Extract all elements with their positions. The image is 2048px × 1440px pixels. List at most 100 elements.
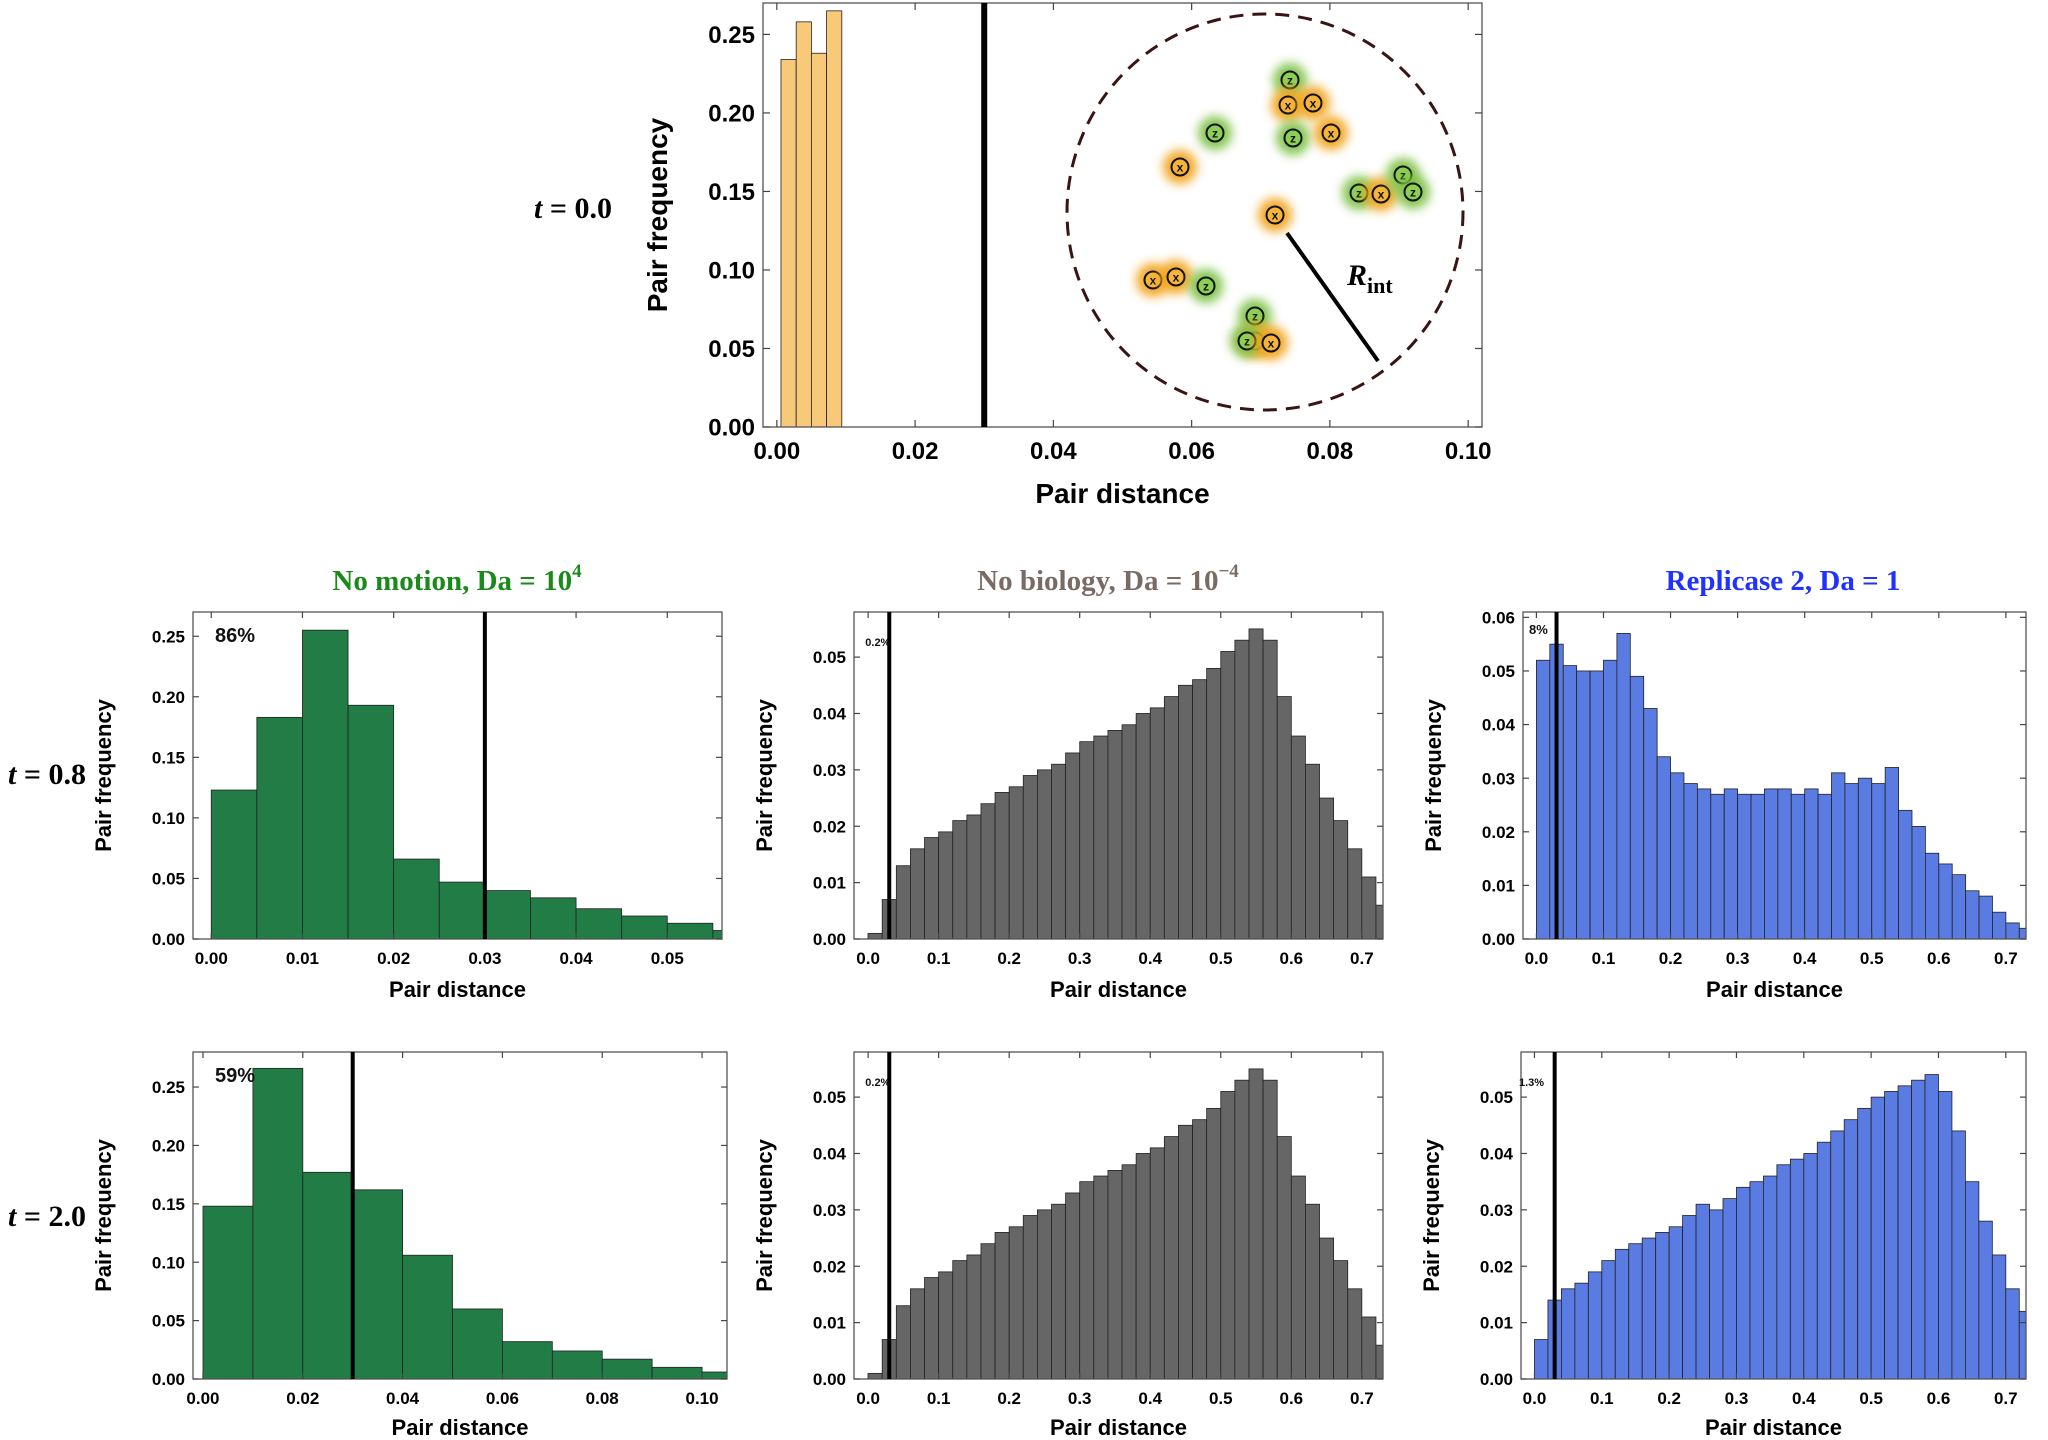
row-label-t20: t = 2.0 [8,1200,86,1233]
bar-r1c2-34 [1347,848,1363,940]
chart-top: 0.00 0.02 0.04 0.06 0.08 0.10 0.00 0.05 0.10 0.15… [642,2,1492,509]
bar-r1c1-11 [712,930,723,940]
bar-r2c2-16 [1093,1175,1109,1380]
xtick-label-r2c2-1: 0.1 [927,1389,951,1408]
plot-frame-r2c1 [192,1051,728,1380]
bar-r1c3-2 [1562,665,1578,940]
xtick-label-r1c2-3: 0.3 [1068,949,1092,968]
xtick-label-r1c3-0: 0.0 [1525,949,1549,968]
bar-r2c3-35 [2005,1288,2020,1380]
z-particle-5: z [1276,121,1310,155]
x-axis-label-r2c1: Pair distance [392,1415,529,1440]
bar-r1c3-14 [1723,788,1739,940]
percent-annotation-r2c1: 59% [215,1065,255,1087]
column-title-no-motion: No motion, Da = 104 [332,561,582,597]
row-label-t0: t = 0.0 [534,192,612,225]
ytick-label-r1c3-0: 0.00 [1482,930,1515,949]
z-particle-0: z [1198,116,1232,150]
x-particle-18: x [1254,326,1288,360]
bar-r1c3-9 [1656,756,1671,940]
particle-label-5: z [1290,132,1296,146]
bar-r2c1-7 [551,1350,603,1380]
ytick-label-r2c1-3: 0.15 [152,1195,185,1214]
particle-label-11: x [1272,209,1279,223]
plot-frame-r2c3 [1520,1051,2027,1380]
percent-annotation-r2c2: 0.2% [865,1077,890,1089]
ytick-label-r1c1-1: 0.05 [152,870,185,889]
xtick-label-r1c3-1: 0.1 [1592,949,1616,968]
bar-r2c2-14 [1065,1192,1081,1380]
bar-r1c2-16 [1093,735,1109,940]
bar-r1c1-10 [666,922,714,940]
bar-r2c3-32 [1965,1181,1980,1380]
bar-r2c3-36 [2018,1310,2027,1380]
ytick-label-r1c2-5: 0.05 [813,648,846,667]
particle-label-3: x [1285,99,1292,113]
x-particle-6: x [1314,116,1348,150]
bar-r1c1-1 [256,716,303,940]
bar-r2c3-26 [1884,1091,1899,1380]
xtick-label-r1c1-2: 0.02 [377,949,410,968]
xtick-label-top-1: 0.02 [892,438,939,465]
xtick-label-r1c1-3: 0.03 [468,949,501,968]
bar-r1c3-7 [1629,675,1645,940]
bar-r1c2-22 [1178,684,1193,940]
bar-r2c3-28 [1911,1079,1926,1380]
bar-r1c3-25 [1871,783,1886,940]
bar-r1c2-9 [994,792,1010,940]
plot-frame-r1c3 [1522,611,2027,940]
bar-r1c3-22 [1831,772,1846,940]
bar-r2c1-1 [252,1067,304,1380]
bar-r1c3-19 [1790,793,1806,940]
bar-r1c2-21 [1163,696,1179,940]
bar-r1c2-10 [1008,786,1024,940]
bar-r2c1-9 [651,1366,703,1380]
ytick-label-r1c3-2: 0.02 [1482,823,1515,842]
plot-frame-top [762,2,1483,428]
bar-top-1 [795,21,812,428]
bar-r1c3-23 [1844,783,1859,940]
bar-r2c1-2 [302,1171,354,1380]
ytick-label-r2c3-0: 0.00 [1480,1370,1513,1389]
bar-top-2 [810,52,828,428]
x-axis-label-r2c3: Pair distance [1705,1415,1842,1440]
bar-r2c1-3 [352,1189,404,1380]
xtick-label-r1c2-2: 0.2 [997,949,1021,968]
ytick-label-r2c3-4: 0.04 [1480,1145,1514,1164]
interaction-radius-circle [1065,12,1465,412]
x-axis-label-top: Pair distance [1035,478,1209,509]
percent-annotation-r1c3: 8% [1529,622,1548,637]
bar-r2c2-6 [952,1260,968,1380]
bar-r1c3-3 [1576,670,1591,940]
xtick-label-r2c2-5: 0.5 [1209,1389,1233,1408]
ytick-label-r1c2-1: 0.01 [813,874,846,893]
bar-r1c2-23 [1192,679,1208,940]
bar-r2c1-6 [502,1341,553,1380]
chart-r1c3: 0.0 0.1 0.2 0.3 0.4 0.5 0.6 0.7 0.00 0.01 0.02 0.03… [1421,608,2027,1002]
bar-r1c2-32 [1319,797,1335,940]
column-title-no-biology: No biology, Da = 10−4 [977,561,1239,597]
x-particle-13: x [1159,260,1193,294]
chart-r2c3: 0.0 0.1 0.2 0.3 0.4 0.5 0.6 0.7 0.00 0.01 0.02 0.03… [1419,1051,2027,1440]
bar-r2c3-13 [1709,1209,1724,1380]
particle-label-1: x [1177,161,1184,175]
xtick-label-r1c2-5: 0.5 [1209,949,1233,968]
bar-r1c3-32 [1965,890,1980,940]
bar-r1c3-15 [1737,793,1752,940]
bar-r1c2-4 [924,837,940,940]
percent-annotation-r1c1: 86% [215,625,255,647]
xtick-label-r1c2-7: 0.7 [1350,949,1374,968]
bar-r1c2-33 [1333,820,1349,940]
bar-r1c3-21 [1817,793,1832,940]
bar-r2c3-18 [1776,1164,1791,1380]
bar-r2c2-34 [1347,1288,1363,1380]
xtick-label-r1c1-0: 0.00 [195,949,228,968]
chart-r2c2: 0.0 0.1 0.2 0.3 0.4 0.5 0.6 0.7 0.00 0.01 0.02 0.03… [752,1051,1384,1440]
bar-r1c2-14 [1065,752,1081,940]
y-axis-label-r2c2: Pair frequency [752,1138,777,1292]
bar-r2c3-29 [1924,1074,1939,1380]
bar-r2c1-4 [402,1254,453,1380]
xtick-label-r2c3-6: 0.6 [1927,1389,1951,1408]
bar-r2c3-5 [1601,1260,1616,1380]
